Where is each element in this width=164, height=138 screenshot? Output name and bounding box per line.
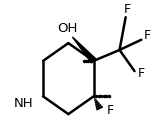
Text: F: F	[124, 2, 131, 15]
Polygon shape	[72, 37, 96, 63]
Text: OH: OH	[57, 22, 78, 35]
Text: NH: NH	[13, 97, 33, 110]
Text: F: F	[138, 67, 145, 80]
Text: F: F	[106, 104, 113, 116]
Text: F: F	[143, 29, 150, 42]
